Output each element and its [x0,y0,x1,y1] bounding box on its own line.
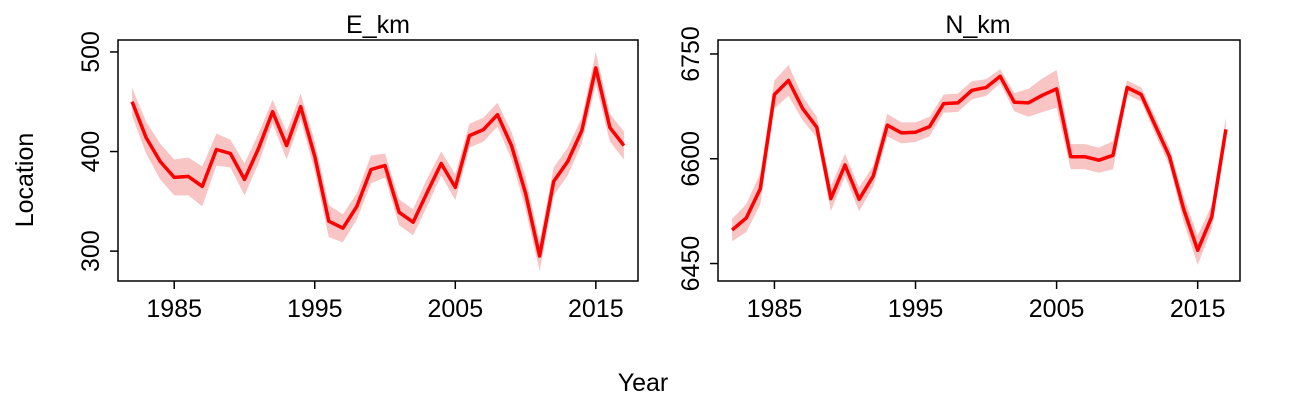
y-axis-label: Location [11,133,39,228]
y-tick-label: 6750 [677,26,705,82]
x-tick-label: 1985 [146,295,202,323]
x-tick-label: 2015 [1170,295,1226,323]
y-tick-label: 500 [77,31,105,73]
y-tick-label: 400 [77,131,105,173]
x-tick-label: 1985 [747,295,803,323]
panel-title: N_km [945,11,1010,39]
x-tick-label: 1995 [287,295,343,323]
y-tick-label: 6450 [677,236,705,292]
x-tick-label: 2005 [427,295,483,323]
y-tick-label: 6600 [677,131,705,187]
plot-frame [717,39,1241,282]
y-tick-label: 300 [77,230,105,272]
x-tick-label: 1995 [888,295,944,323]
series-line [130,66,626,258]
confidence-band [732,65,1226,265]
panel-n-km: N_km 1985 1995 2005 2015 6450 6600 6750 [677,11,1241,323]
panel-title: E_km [346,11,410,39]
panel-e-km: E_km 1985 1995 2005 2015 300 400 500 [77,11,639,323]
plot-frame [117,39,639,282]
series-line [730,74,1228,253]
x-tick-label: 2015 [568,295,624,323]
x-axis-label: Year [618,369,669,397]
confidence-band [132,52,624,271]
x-tick-label: 2005 [1029,295,1085,323]
